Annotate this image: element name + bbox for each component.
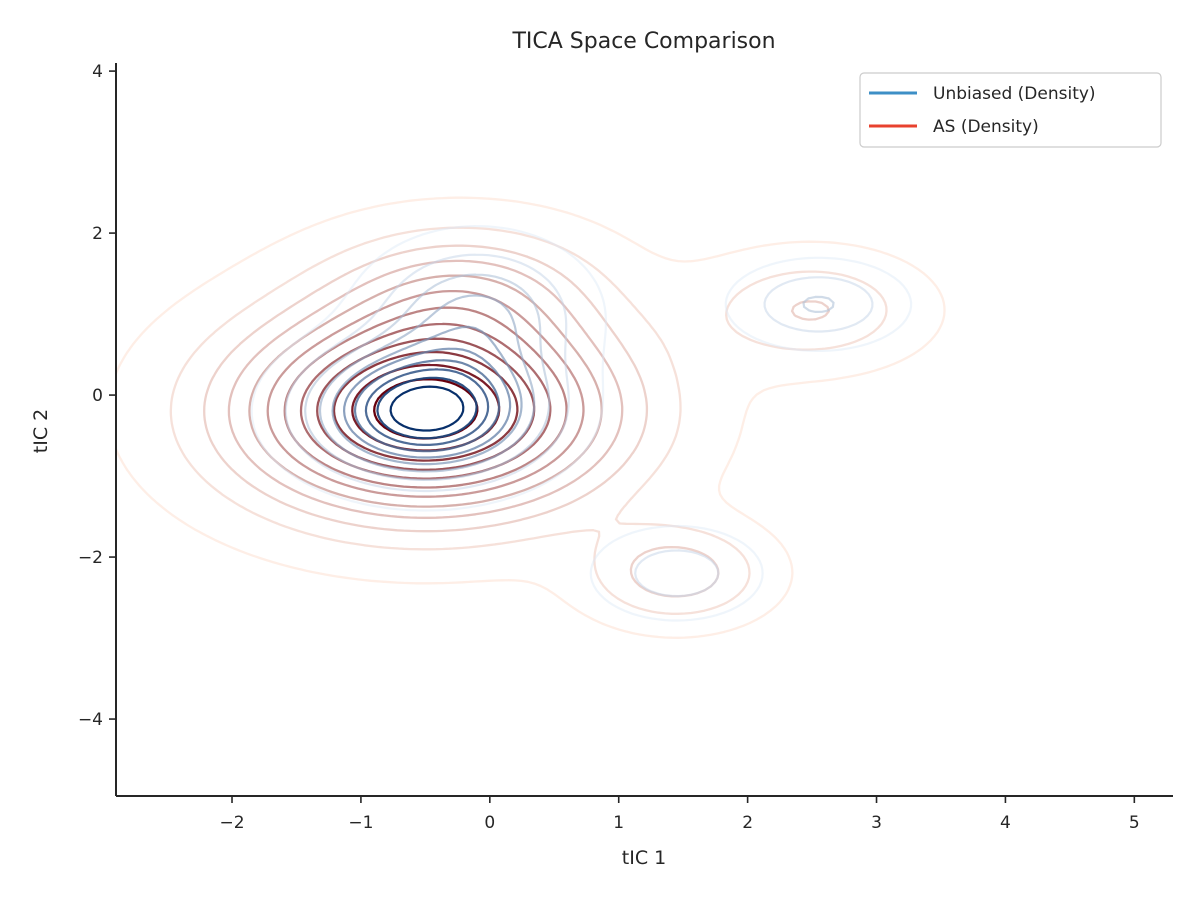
- contour-level: [169, 226, 888, 615]
- contour-level: [318, 294, 536, 473]
- x-tick-label: 2: [742, 813, 753, 833]
- contours-layer: [114, 196, 946, 639]
- contour-level: [203, 244, 830, 598]
- x-tick-label: 1: [613, 813, 624, 833]
- x-tick-label: 0: [484, 813, 495, 833]
- y-axis-label: tIC 2: [30, 409, 52, 453]
- y-tick-label: 4: [92, 62, 103, 82]
- contour-level: [353, 359, 501, 453]
- x-axis-label: tIC 1: [622, 847, 666, 869]
- contour-level: [332, 350, 519, 462]
- contour-level: [114, 196, 946, 639]
- contour-level: [376, 376, 478, 440]
- legend-label-as: AS (Density): [933, 117, 1039, 137]
- legend-label-unbiased: Unbiased (Density): [933, 84, 1096, 104]
- x-tick-label: −1: [348, 813, 373, 833]
- legend-frame: [859, 72, 1162, 148]
- x-tick-label: 5: [1129, 813, 1140, 833]
- y-tick-label: −4: [78, 710, 103, 730]
- y-tick-label: 2: [92, 224, 103, 244]
- contour-series-unbiased: [250, 225, 913, 622]
- contour-level: [266, 289, 585, 498]
- x-tick-label: 4: [1000, 813, 1011, 833]
- contour-level: [343, 347, 512, 459]
- contour-level: [304, 273, 835, 481]
- x-tick-label: −2: [219, 813, 244, 833]
- axes: [115, 63, 1173, 797]
- contour-level: [331, 325, 523, 466]
- contour-level: [227, 259, 624, 519]
- ticks-layer: −2 −1 0 1 2 3 4 5 −4 −2 0 2 4: [78, 62, 1140, 833]
- legend: Unbiased (Density) AS (Density): [859, 72, 1162, 148]
- contour-level: [364, 368, 490, 446]
- contour-series-as: [114, 196, 946, 639]
- contour-level: [389, 385, 465, 432]
- chart-title: TICA Space Comparison: [511, 29, 775, 54]
- x-tick-label: 3: [871, 813, 882, 833]
- y-tick-label: 0: [92, 386, 103, 406]
- contour-level: [250, 225, 913, 622]
- y-tick-label: −2: [78, 548, 103, 568]
- contour-level: [284, 253, 874, 598]
- contour-level: [299, 322, 552, 480]
